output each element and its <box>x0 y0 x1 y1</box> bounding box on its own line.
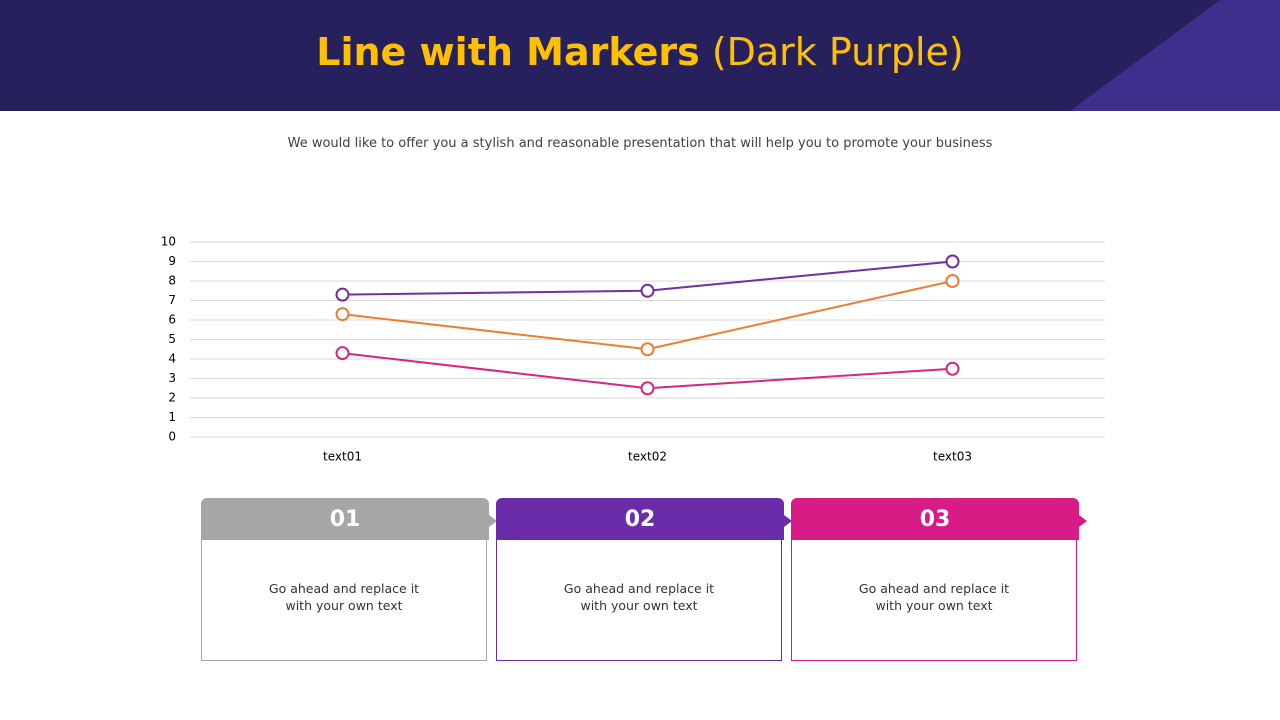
card-body: Go ahead and replace it with your own tex… <box>791 540 1077 661</box>
marker <box>945 274 960 288</box>
card-text: Go ahead and replace it <box>268 581 420 596</box>
chart: 0 1 2 3 4 5 6 7 8 9 10 text01 text02 text03 <box>161 235 1105 464</box>
banner-triangle <box>1070 0 1280 111</box>
y-tick-label: 10 <box>161 235 176 249</box>
card: 01 Go ahead and replace it with your own t… <box>201 498 497 662</box>
subtitle: We would like to offer you a stylish and… <box>287 136 993 151</box>
y-tick-label: 7 <box>168 293 176 307</box>
y-tick-label: 0 <box>168 430 176 444</box>
marker <box>335 346 350 361</box>
card-text: with your own text <box>875 598 993 613</box>
banner <box>0 0 1280 111</box>
card-text: with your own text <box>580 598 698 613</box>
y-tick-label: 4 <box>168 352 176 366</box>
y-tick-label: 1 <box>168 410 176 424</box>
marker <box>945 361 960 376</box>
y-tick-label: 5 <box>168 332 176 346</box>
marker <box>640 381 655 396</box>
y-tick-label: 9 <box>168 254 176 268</box>
y-tick-label: 3 <box>168 371 176 385</box>
card-header: 02 <box>496 498 792 540</box>
card-body: Go ahead and replace it with your own tex… <box>201 540 487 661</box>
banner-art <box>1070 0 1280 111</box>
marker <box>945 254 960 269</box>
x-tick-label: text03 <box>933 450 972 464</box>
card-text: Go ahead and replace it <box>563 581 715 596</box>
card-text: Go ahead and replace it <box>858 581 1010 596</box>
card-body: Go ahead and replace it with your own tex… <box>496 540 782 661</box>
marker <box>335 287 350 302</box>
title-rest: (Dark Purple) <box>711 30 964 74</box>
slide-title: Line with Markers (Dark Purple) <box>0 30 1280 74</box>
y-tick-label: 8 <box>168 274 176 288</box>
marker <box>640 342 655 357</box>
title-bold: Line with Markers <box>316 30 700 74</box>
x-tick-label: text01 <box>323 450 362 464</box>
marker <box>640 283 655 298</box>
card: 02 Go ahead and replace it with your own t… <box>496 498 792 662</box>
card-text: with your own text <box>285 598 403 613</box>
y-tick-label: 2 <box>168 391 176 405</box>
marker <box>335 307 350 322</box>
card-header: 01 <box>201 498 497 540</box>
card-header: 03 <box>791 498 1087 540</box>
x-tick-label: text02 <box>628 450 667 464</box>
card: 03 Go ahead and replace it with your own t… <box>791 498 1087 662</box>
y-tick-label: 6 <box>168 313 176 327</box>
